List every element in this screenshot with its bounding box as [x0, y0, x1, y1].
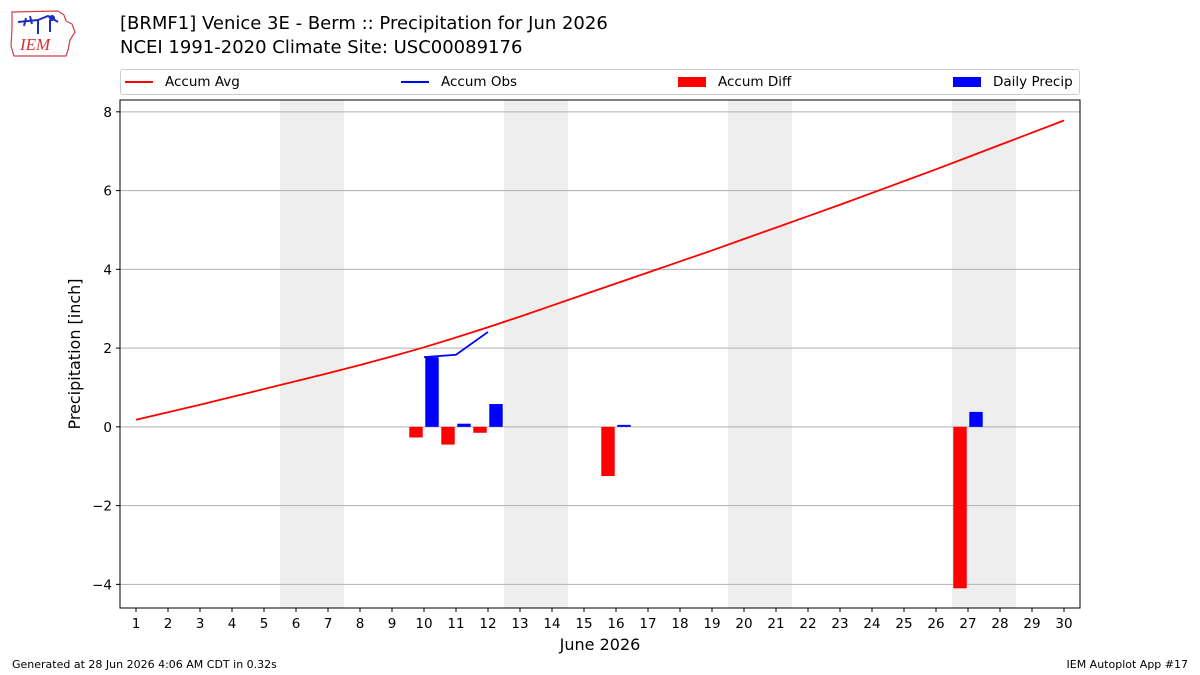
y-tick-label: −2	[92, 499, 112, 515]
weekend-shading	[984, 100, 1016, 608]
x-tick-label: 14	[543, 616, 560, 632]
x-tick-label: 13	[511, 616, 528, 632]
accum-diff-bar	[441, 426, 455, 445]
legend-swatch	[953, 77, 981, 87]
daily-precip-bar	[457, 423, 471, 427]
generated-timestamp: Generated at 28 Jun 2026 4:06 AM CDT in …	[12, 658, 277, 671]
x-tick-label: 6	[292, 616, 301, 632]
legend-label: Accum Avg	[165, 74, 240, 90]
chart-subtitle: NCEI 1991-2020 Climate Site: USC00089176	[120, 37, 523, 58]
weather-station-icon	[17, 14, 59, 34]
x-tick-label: 21	[767, 616, 784, 632]
accum-diff-bar	[409, 426, 423, 438]
daily-precip-bar	[969, 411, 983, 427]
x-tick-label: 26	[927, 616, 944, 632]
legend-label: Daily Precip	[993, 74, 1073, 90]
y-tick-label: 6	[103, 184, 112, 200]
x-tick-label: 2	[164, 616, 173, 632]
legend-label: Accum Obs	[441, 74, 518, 90]
iowa-state-outline	[10, 10, 76, 57]
y-tick-label: 4	[103, 262, 112, 278]
weekend-shading	[312, 100, 344, 608]
legend: Accum Avg Accum Obs Accum Diff Daily Pre…	[120, 69, 1080, 95]
accum-diff-bar	[473, 426, 487, 433]
x-tick-label: 25	[895, 616, 912, 632]
anemometer-icon	[49, 15, 55, 21]
legend-item-accum-avg: Accum Avg	[125, 70, 240, 94]
weekend-shading	[504, 100, 536, 608]
weekend-shading	[760, 100, 792, 608]
accum-avg-line	[135, 119, 1065, 421]
x-tick-label: 20	[735, 616, 752, 632]
x-tick-label: 10	[415, 616, 432, 632]
legend-item-daily-precip: Daily Precip	[953, 70, 1073, 94]
x-tick-label: 28	[991, 616, 1008, 632]
accum-diff-bar	[953, 426, 967, 589]
weekend-shading	[728, 100, 760, 608]
weekend-shading	[280, 100, 312, 608]
plot-frame	[119, 99, 1081, 609]
y-tick-label: 2	[103, 341, 112, 357]
daily-precip-bar	[489, 404, 503, 427]
x-tick-label: 1	[132, 616, 141, 632]
x-tick-label: 24	[863, 616, 880, 632]
x-axis-label: June 2026	[559, 635, 641, 654]
x-tick-label: 5	[260, 616, 269, 632]
logo-text: IEM	[19, 35, 51, 54]
iem-logo: IEM	[10, 10, 76, 57]
x-tick-label: 22	[799, 616, 816, 632]
y-axis-label: Precipitation [inch]	[65, 278, 84, 429]
x-tick-label: 11	[447, 616, 464, 632]
x-tick-label: 27	[959, 616, 976, 632]
y-tick-label: 8	[103, 105, 112, 121]
accum-obs-line	[423, 331, 489, 359]
legend-item-accum-obs: Accum Obs	[401, 70, 517, 94]
x-tick-label: 18	[671, 616, 688, 632]
x-tick-label: 17	[639, 616, 656, 632]
daily-precip-bar	[617, 424, 631, 427]
legend-item-accum-diff: Accum Diff	[678, 70, 791, 94]
accum-diff-bar	[601, 426, 615, 477]
x-tick-label: 12	[479, 616, 496, 632]
x-tick-label: 4	[228, 616, 237, 632]
x-tick-label: 16	[607, 616, 624, 632]
legend-swatch	[678, 77, 706, 87]
daily-precip-bar	[425, 357, 439, 427]
legend-label: Accum Diff	[718, 74, 792, 90]
x-tick-label: 23	[831, 616, 848, 632]
x-tick-label: 8	[356, 616, 365, 632]
chart-title: [BRMF1] Venice 3E - Berm :: Precipitatio…	[120, 13, 608, 34]
x-tick-label: 30	[1055, 616, 1072, 632]
legend-swatch	[401, 81, 429, 83]
legend-swatch	[125, 81, 153, 83]
x-tick-label: 15	[575, 616, 592, 632]
x-tick-label: 29	[1023, 616, 1040, 632]
weekend-shading	[536, 100, 568, 608]
x-tick-label: 19	[703, 616, 720, 632]
x-tick-label: 9	[388, 616, 397, 632]
y-tick-label: −4	[92, 577, 112, 593]
y-tick-label: 0	[103, 420, 112, 436]
x-tick-label: 7	[324, 616, 333, 632]
app-credit: IEM Autoplot App #17	[1066, 658, 1189, 671]
x-tick-label: 3	[196, 616, 205, 632]
